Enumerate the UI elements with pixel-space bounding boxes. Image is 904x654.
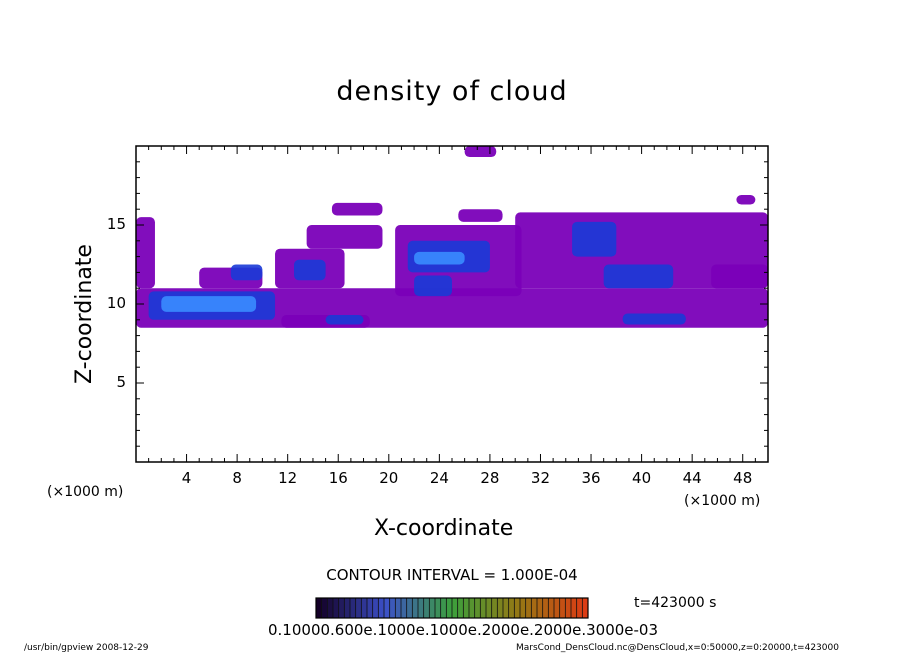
colorbar-cell [316,598,322,618]
colorbar-cell [571,598,577,618]
axis-ticks [136,146,768,462]
footer-right: MarsCond_DensCloud.nc@DensCloud,x=0:5000… [516,643,839,653]
colorbar-cell [423,598,430,618]
density-region-18 [572,221,617,257]
footer-left: /usr/bin/gpview 2008-12-29 [24,643,149,653]
colorbar-frame [315,597,589,619]
density-region-23 [736,194,756,205]
x-tick-label: 8 [232,469,242,487]
colorbar-cell [537,598,543,618]
colorbar-cell [338,598,345,618]
density-region-22 [464,146,497,158]
colorbar [315,597,589,619]
colorbar-cell [412,598,419,618]
colorbar-cell [446,598,453,618]
colorbar-cell [508,598,515,618]
density-region-21 [622,313,686,325]
colorbar-cell [333,598,339,618]
y-axis-title: Z-coordinate [72,244,97,384]
x-tick-label: 20 [379,469,399,487]
x-unit-left: (×1000 m) [47,484,124,500]
colorbar-cell [321,598,328,618]
colorbar-cell [559,598,566,618]
x-tick-label: 12 [278,469,298,487]
colorbar-tick-labels: 0.10000.600e.1000e.1000e.2000e.2000e.300… [268,621,659,639]
colorbar-cell [582,598,589,618]
x-tick-label: 4 [181,469,192,487]
density-region-15 [414,275,452,297]
chart-title: density of cloud [336,76,568,107]
colorbar-cell [520,598,526,618]
cloud-density-field [136,146,768,328]
colorbar-cell [378,598,385,618]
colorbar-cell [469,598,475,618]
x-tick-label: 16 [328,469,348,487]
density-region-14 [414,251,465,265]
colorbar-cell [372,598,379,618]
density-region-7 [325,315,364,325]
x-tick-label: 28 [480,469,500,487]
colorbar-cell [503,598,509,618]
colorbar-cell [457,598,464,618]
colorbar-cell [327,598,334,618]
colorbar-cell [389,598,396,618]
colorbar-cell [531,598,538,618]
x-tick-label: 40 [632,469,652,487]
colorbar-cell [486,598,492,618]
colorbar-cell [418,598,424,618]
colorbar-cell [565,598,572,618]
colorbar-cell [514,598,521,618]
colorbar-cell [497,598,504,618]
density-region-1 [136,217,155,289]
colorbar-cell [474,598,481,618]
x-tick-label: 48 [733,469,753,487]
colorbar-cell [350,598,356,618]
colorbar-cell [355,598,362,618]
colorbar-cell [395,598,402,618]
time-label: t=423000 s [634,595,717,611]
density-region-3 [161,296,257,312]
colorbar-cell [367,598,373,618]
y-tick-label: 15 [106,215,126,233]
y-tick-label: 5 [116,373,126,391]
x-axis-title: X-coordinate [374,516,514,541]
colorbar-cell [440,598,447,618]
colorbar-cell [542,598,549,618]
density-region-19 [603,264,674,289]
density-region-5 [230,264,263,281]
colorbar-cell [452,598,458,618]
density-region-11 [331,202,383,216]
x-tick-label: 44 [682,469,702,487]
colorbar-cell [554,598,560,618]
colorbar-cell [463,598,470,618]
colorbar-cell [401,598,407,618]
colorbar-cell [491,598,498,618]
colorbar-cell [361,598,368,618]
density-region-9 [294,259,326,281]
x-unit-right: (×1000 m) [684,493,761,509]
x-tick-label: 36 [581,469,601,487]
colorbar-cell [429,598,436,618]
colorbar-cell [435,598,441,618]
y-tick-label: 10 [106,294,126,312]
colorbar-cell [406,598,413,618]
x-tick-label: 32 [530,469,551,487]
colorbar-cell [548,598,555,618]
colorbar-cell [480,598,487,618]
density-region-20 [711,264,768,289]
colorbar-cell [576,598,583,618]
colorbar-cell [384,598,390,618]
colorbar-cell [525,598,532,618]
x-tick-label: 24 [429,469,449,487]
contour-interval-label: CONTOUR INTERVAL = 1.000E-04 [326,566,578,584]
density-region-10 [306,225,383,249]
colorbar-cell [344,598,351,618]
density-region-16 [458,209,503,222]
